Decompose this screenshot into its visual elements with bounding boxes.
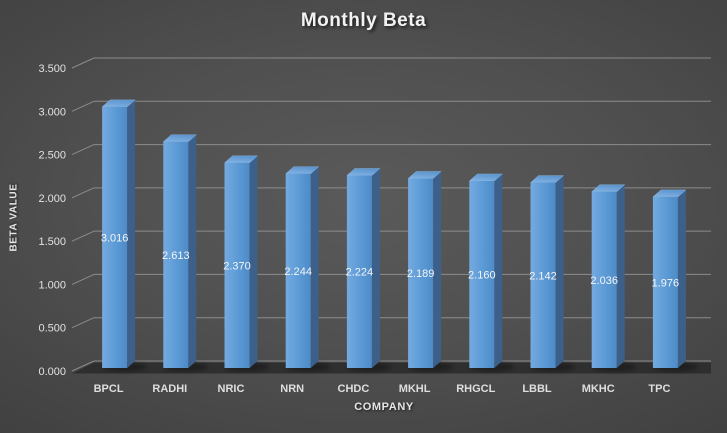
bar-value-label: 2.613 bbox=[162, 250, 190, 262]
bar bbox=[346, 168, 381, 368]
y-tick-label: 3.500 bbox=[38, 63, 66, 75]
y-tick-label: 2.000 bbox=[38, 193, 66, 205]
bar-front-face bbox=[285, 173, 311, 368]
bar-value-label: 3.016 bbox=[101, 232, 129, 244]
bar bbox=[407, 171, 442, 368]
bar-side-face bbox=[677, 189, 686, 368]
chart-title: Monthly Beta bbox=[300, 10, 427, 31]
category-label: MKHC bbox=[582, 383, 615, 395]
bar-value-label: 2.142 bbox=[529, 270, 557, 282]
bar bbox=[223, 155, 259, 368]
y-tick-connector bbox=[71, 273, 95, 285]
y-tick-label: 2.500 bbox=[38, 150, 66, 162]
bar-value-label: 2.160 bbox=[468, 270, 496, 282]
bar-side-face bbox=[555, 175, 564, 368]
bar-front-face bbox=[469, 181, 495, 368]
bar-value-label: 2.036 bbox=[590, 275, 618, 287]
bar bbox=[591, 184, 626, 368]
bar-front-face bbox=[102, 106, 128, 368]
bar bbox=[101, 99, 136, 368]
bar-value-label: 1.976 bbox=[652, 277, 680, 289]
category-label: TPC bbox=[648, 383, 670, 395]
category-label: RADHI bbox=[152, 383, 187, 395]
y-tick-connector bbox=[71, 57, 95, 69]
bar-front-face bbox=[346, 175, 372, 368]
y-tick-connector bbox=[71, 317, 95, 329]
category-label: MKHL bbox=[399, 383, 431, 395]
axis-and-data-labels: 0.000 0.500 1.000 1.500 2.000 2.500 3.000 3.500… bbox=[38, 63, 679, 395]
bar-value-label: 2.189 bbox=[407, 268, 435, 280]
bar-side-face bbox=[616, 184, 625, 368]
category-label: NRIC bbox=[218, 383, 245, 395]
bar-front-face bbox=[224, 162, 250, 368]
bar bbox=[468, 173, 503, 368]
bar-side-face bbox=[188, 134, 197, 368]
y-tick-connector bbox=[71, 230, 95, 242]
bar bbox=[529, 175, 565, 368]
category-label: CHDC bbox=[338, 383, 370, 395]
bar-front-face bbox=[591, 191, 617, 368]
y-tick-connector bbox=[71, 360, 95, 372]
bar-front-face bbox=[163, 141, 189, 368]
y-tick-label: 3.000 bbox=[38, 106, 66, 118]
y-tick-label: 0.000 bbox=[38, 366, 66, 378]
bar-series bbox=[101, 99, 687, 368]
bar-side-face bbox=[433, 171, 442, 368]
bar-value-label: 2.224 bbox=[346, 267, 374, 279]
y-tick-label: 0.500 bbox=[38, 323, 66, 335]
bar-side-face bbox=[310, 166, 319, 368]
bar-side-face bbox=[249, 155, 258, 368]
y-tick-connector bbox=[71, 144, 95, 156]
y-tick-connector bbox=[71, 100, 95, 112]
y-tick-label: 1.000 bbox=[38, 279, 66, 291]
category-label: RHGCL bbox=[456, 383, 495, 395]
bar-front-face bbox=[408, 178, 434, 368]
bar-side-face bbox=[127, 99, 136, 368]
bar bbox=[652, 189, 687, 368]
x-axis-title: COMPANY bbox=[354, 401, 414, 413]
bar-front-face bbox=[652, 196, 678, 368]
bar-side-face bbox=[494, 174, 503, 368]
bar bbox=[162, 134, 197, 368]
category-label: BPCL bbox=[94, 383, 124, 395]
category-label: NRN bbox=[280, 383, 304, 395]
bar bbox=[285, 166, 320, 368]
bar-value-label: 2.370 bbox=[223, 260, 251, 272]
bar-value-label: 2.244 bbox=[284, 266, 312, 278]
category-label: LBBL bbox=[522, 383, 552, 395]
bar-front-face bbox=[530, 182, 556, 368]
bar-side-face bbox=[371, 168, 380, 368]
y-tick-connector bbox=[71, 187, 95, 199]
y-tick-label: 1.500 bbox=[38, 236, 66, 248]
